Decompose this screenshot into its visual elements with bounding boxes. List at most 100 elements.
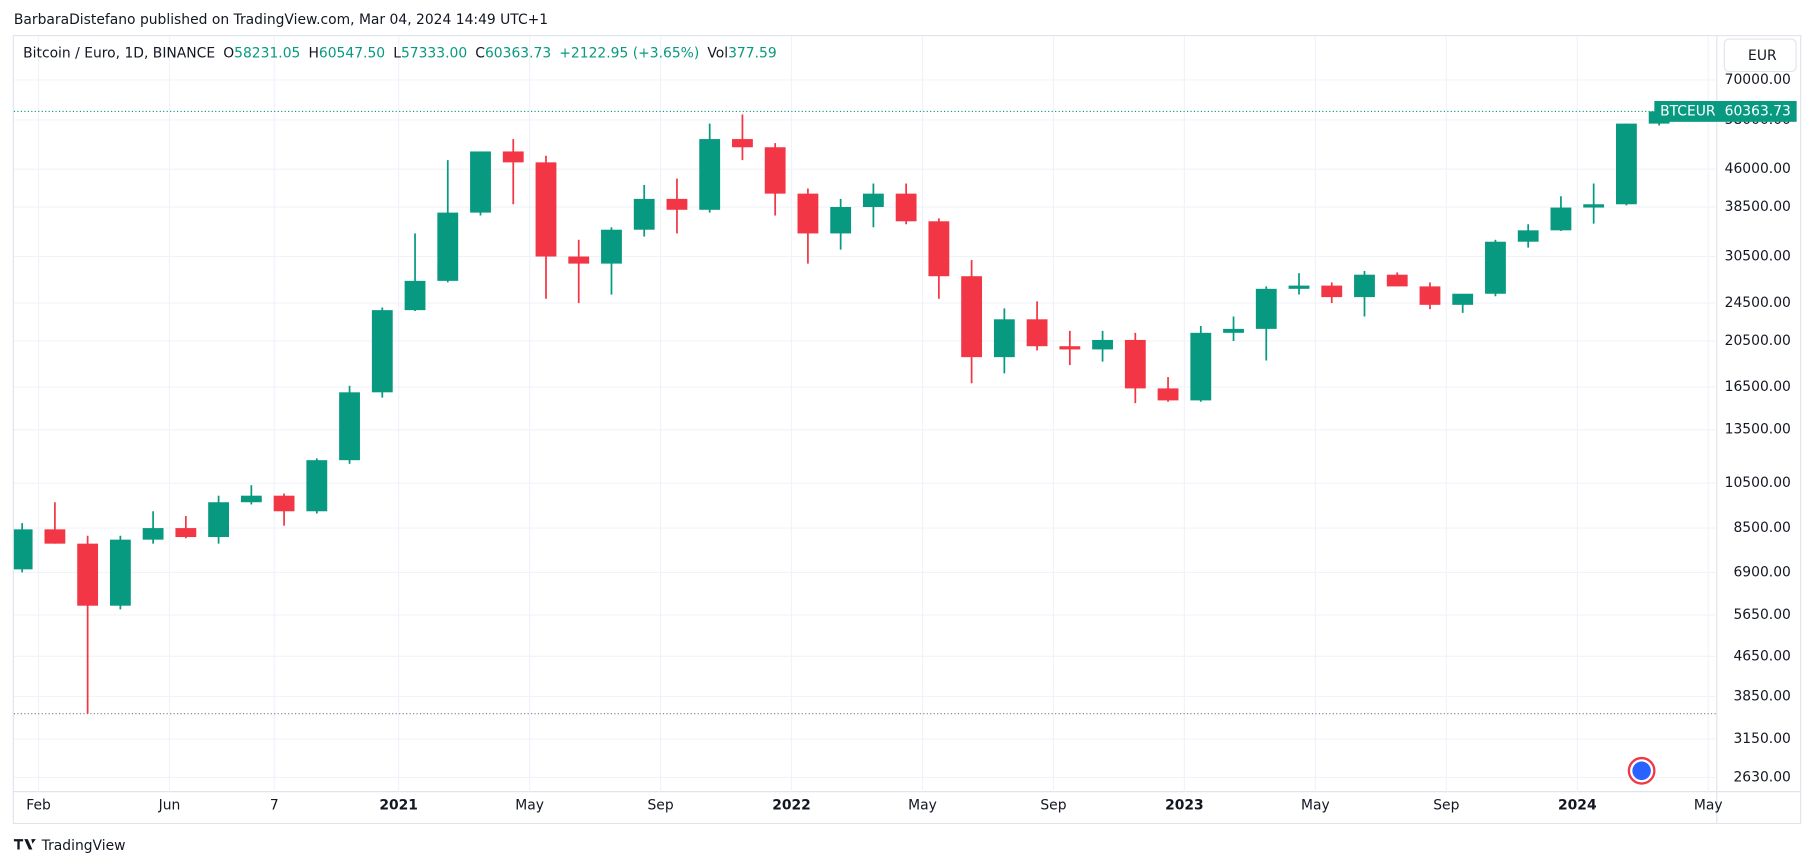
candle-body (1386, 274, 1408, 287)
candle-body (371, 310, 393, 393)
y-tick-label: 24500.00 (1725, 295, 1791, 311)
candle-body (601, 229, 622, 264)
x-tick-label: May (1694, 798, 1723, 814)
last-price-value: 60363.73 (1725, 103, 1791, 119)
candle-body (732, 139, 753, 148)
candle-body (109, 539, 131, 606)
candle-body (1452, 293, 1474, 305)
candle-body (535, 162, 557, 257)
candle-body (175, 528, 197, 538)
candle-body (13, 529, 33, 570)
candle-body (1059, 346, 1081, 350)
y-tick-label: 20500.00 (1725, 333, 1791, 349)
candle-body (240, 495, 262, 503)
legend-key: Vol (707, 46, 728, 62)
legend-value: 58231.05 (234, 46, 300, 62)
candle-body (764, 147, 786, 194)
x-tick-label: May (908, 798, 937, 814)
footer: TradingView (41, 838, 126, 854)
candle-body (1124, 339, 1146, 389)
candle-body (1026, 319, 1048, 347)
candles (13, 110, 1670, 714)
legend-value: 57333.00 (401, 46, 467, 62)
candle-body (1485, 241, 1506, 294)
y-tick-label: 6900.00 (1733, 564, 1790, 580)
candle-body (1255, 288, 1277, 329)
y-tick-label: 46000.00 (1725, 161, 1791, 177)
legend-value: 60363.73 (485, 46, 551, 62)
grid (13, 36, 1717, 792)
y-tick-label: 30500.00 (1725, 249, 1791, 265)
candle-body (928, 221, 950, 277)
candle-body (1615, 123, 1637, 205)
x-tick-label: Sep (648, 798, 674, 814)
candle-body (404, 280, 426, 311)
y-tick-label: 10500.00 (1725, 475, 1791, 491)
y-tick-label: 70000.00 (1725, 72, 1791, 88)
y-tick-label: 3850.00 (1733, 688, 1790, 704)
x-tick-label: 2022 (772, 798, 811, 814)
candle-body (339, 392, 360, 461)
y-tick-label: 3150.00 (1733, 731, 1790, 747)
legend-value: 60547.50 (319, 46, 385, 62)
legend-symbol: Bitcoin / Euro, 1D, BINANCE (23, 46, 215, 62)
x-tick-label: May (1301, 798, 1330, 814)
y-tick-label: 5650.00 (1733, 607, 1790, 623)
currency-button[interactable] (1723, 38, 1797, 73)
legend-key: O (223, 46, 234, 62)
candle-body (1223, 328, 1244, 333)
currency-label[interactable]: EUR (1748, 48, 1777, 64)
legend-key: L (393, 46, 401, 62)
candle-body (633, 198, 655, 230)
x-tick-label: Sep (1433, 798, 1459, 814)
last-price-tag (1654, 101, 1797, 122)
candle-body (568, 256, 590, 264)
candle-body (895, 193, 917, 222)
candle-body (306, 460, 328, 512)
x-tick-label: 7 (270, 798, 279, 814)
candle-body (1419, 286, 1441, 305)
candle-body (502, 151, 524, 163)
y-tick-label: 13500.00 (1725, 422, 1791, 438)
x-tick-label: 2021 (379, 798, 418, 814)
candle-body (470, 151, 491, 213)
candle-body (1517, 230, 1539, 242)
candle-body (666, 198, 688, 210)
x-tick-label: Feb (26, 798, 51, 814)
candle-body (993, 319, 1015, 358)
candle-body (142, 528, 164, 540)
candle-body (961, 276, 983, 358)
legend-key: C (475, 46, 485, 62)
x-tick-label: Sep (1040, 798, 1066, 814)
candle-body (1354, 274, 1375, 298)
candle-body (1092, 339, 1113, 350)
candle-body (273, 495, 295, 512)
candle-body (1157, 388, 1179, 401)
candle-body (797, 193, 819, 234)
legend-value: 377.59 (728, 46, 777, 62)
y-tick-label: 2630.00 (1733, 769, 1790, 785)
candle-body (208, 502, 230, 538)
y-tick-label: 4650.00 (1733, 648, 1790, 664)
logo (13, 839, 36, 850)
x-tick-label: 2023 (1165, 798, 1204, 814)
y-tick-label: 16500.00 (1725, 379, 1791, 395)
x-tick-label: May (515, 798, 544, 814)
legend-change: +2122.95 (+3.65%) (559, 46, 699, 62)
candle-body (437, 212, 459, 281)
region-icon-inner (1632, 761, 1651, 781)
candle-body (830, 207, 852, 234)
x-tick-label: 2024 (1558, 798, 1597, 814)
frame (12, 35, 1802, 825)
candle-body (862, 193, 884, 208)
last-price-symbol: BTCEUR (1660, 103, 1716, 119)
candle-body (1288, 285, 1310, 289)
candle-body (77, 543, 99, 606)
candle-body (1550, 207, 1572, 231)
y-tick-label: 8500.00 (1733, 520, 1790, 536)
byline: BarbaraDistefano published on TradingVie… (14, 12, 548, 28)
x-tick-label: Jun (158, 798, 181, 814)
legend: Bitcoin / Euro, 1D, BINANCE O 58231.05 H 605… (23, 46, 777, 62)
candle-body (699, 139, 721, 210)
